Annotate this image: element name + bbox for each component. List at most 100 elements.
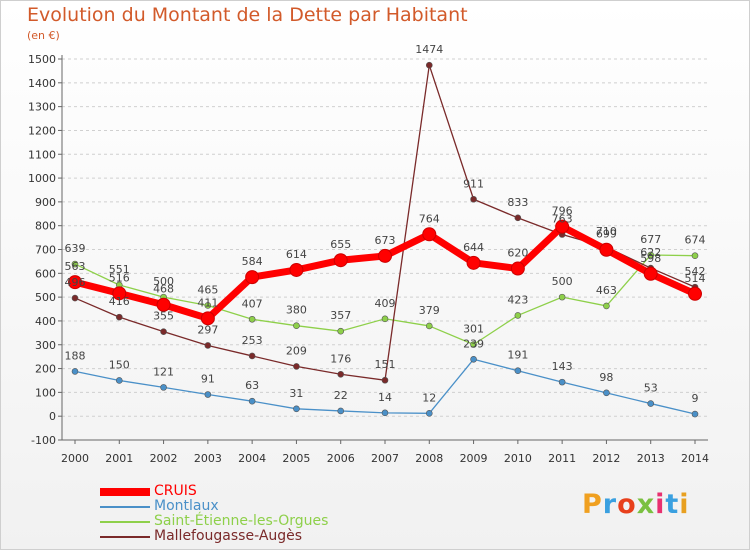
data-point xyxy=(245,270,260,285)
data-label: 674 xyxy=(685,234,706,247)
x-tick-label: 2014 xyxy=(681,452,709,465)
y-tick-label: 200 xyxy=(35,363,56,376)
data-point xyxy=(248,315,256,323)
legend-label: Mallefougasse-Augès xyxy=(154,528,303,544)
y-tick-label: 400 xyxy=(35,315,56,328)
data-label: 151 xyxy=(375,358,396,371)
data-label: 143 xyxy=(552,360,573,373)
data-point xyxy=(293,405,300,413)
legend-swatch xyxy=(100,506,150,508)
data-point xyxy=(647,400,655,407)
legend-swatch xyxy=(100,521,150,523)
series-line-4 xyxy=(74,64,696,381)
data-point xyxy=(200,311,215,326)
data-point xyxy=(599,242,614,257)
logo-letter: i xyxy=(679,489,690,520)
data-point xyxy=(514,312,522,319)
data-label: 22 xyxy=(334,389,348,402)
x-tick-label: 2005 xyxy=(282,452,310,465)
data-label: 763 xyxy=(552,212,573,225)
y-tick-label: 100 xyxy=(35,386,56,399)
data-point xyxy=(115,313,123,321)
data-label: 98 xyxy=(599,371,613,384)
y-tick-label: 900 xyxy=(35,196,56,209)
data-label: 551 xyxy=(109,263,130,276)
data-point xyxy=(470,341,477,348)
data-point xyxy=(71,368,79,375)
x-tick-label: 2009 xyxy=(460,452,488,465)
data-label: 584 xyxy=(242,255,263,268)
x-tick-label: 2010 xyxy=(504,452,532,465)
data-point xyxy=(470,355,477,363)
data-label: 91 xyxy=(201,373,215,386)
data-label: 379 xyxy=(419,304,440,317)
proxiti-logo: Proxiti xyxy=(582,489,690,520)
data-label: 911 xyxy=(463,177,484,190)
legend-swatch xyxy=(100,536,150,538)
logo-letter: t xyxy=(665,489,680,520)
data-label: 1474 xyxy=(415,43,443,56)
chart-title: Evolution du Montant de la Dette par Hab… xyxy=(27,4,468,26)
logo-letter: o xyxy=(617,489,637,520)
x-tick-label: 2002 xyxy=(150,452,178,465)
data-label: 710 xyxy=(596,225,617,238)
logo-letter: r xyxy=(602,489,618,520)
logo-letter: x xyxy=(636,489,656,520)
data-point xyxy=(470,195,477,203)
data-label: 563 xyxy=(65,260,86,273)
data-point xyxy=(381,315,389,323)
data-label: 31 xyxy=(289,387,303,400)
data-label: 516 xyxy=(109,271,130,284)
y-tick-label: 1300 xyxy=(28,101,56,114)
x-tick-label: 2004 xyxy=(238,452,266,465)
x-tick-label: 2012 xyxy=(592,452,620,465)
logo-letter: P xyxy=(582,489,603,520)
data-label: 468 xyxy=(153,283,174,296)
data-point xyxy=(112,286,127,301)
data-point xyxy=(71,294,79,302)
data-label: 500 xyxy=(153,275,174,288)
data-label: 463 xyxy=(596,284,617,297)
data-label: 622 xyxy=(640,246,661,259)
data-label: 598 xyxy=(640,252,661,265)
data-label: 465 xyxy=(197,283,218,296)
data-label: 542 xyxy=(685,265,706,278)
data-label: 53 xyxy=(644,382,658,395)
data-point xyxy=(293,363,300,370)
data-point xyxy=(333,253,348,268)
data-point xyxy=(555,219,570,234)
data-point xyxy=(204,391,212,398)
data-label: 764 xyxy=(419,212,440,225)
y-tick-label: 1000 xyxy=(28,172,56,185)
data-point xyxy=(337,407,345,415)
data-point xyxy=(425,61,433,69)
data-label: 355 xyxy=(153,310,174,323)
data-point xyxy=(381,376,389,384)
y-tick-label: 300 xyxy=(35,339,56,352)
data-point xyxy=(248,352,256,360)
data-label: 297 xyxy=(197,323,218,336)
data-label: 239 xyxy=(463,337,484,350)
y-tick-label: 0 xyxy=(49,410,56,423)
data-label: 253 xyxy=(242,334,263,347)
data-label: 614 xyxy=(286,248,307,261)
y-tick-label: 800 xyxy=(35,220,56,233)
data-label: 496 xyxy=(65,276,86,289)
data-point xyxy=(514,214,522,222)
data-point xyxy=(156,297,171,312)
data-label: 380 xyxy=(286,304,307,317)
data-label: 191 xyxy=(507,349,528,362)
data-label: 121 xyxy=(153,365,174,378)
logo-letter: i xyxy=(655,489,666,520)
data-point xyxy=(381,409,389,417)
x-tick-label: 2007 xyxy=(371,452,399,465)
data-point xyxy=(422,227,437,242)
data-point xyxy=(204,342,212,349)
legend-label: Montlaux xyxy=(154,498,219,514)
x-tick-label: 2001 xyxy=(105,452,133,465)
data-point xyxy=(603,389,610,397)
data-point xyxy=(248,397,256,405)
data-label: 150 xyxy=(109,358,130,371)
data-label: 644 xyxy=(463,241,484,254)
